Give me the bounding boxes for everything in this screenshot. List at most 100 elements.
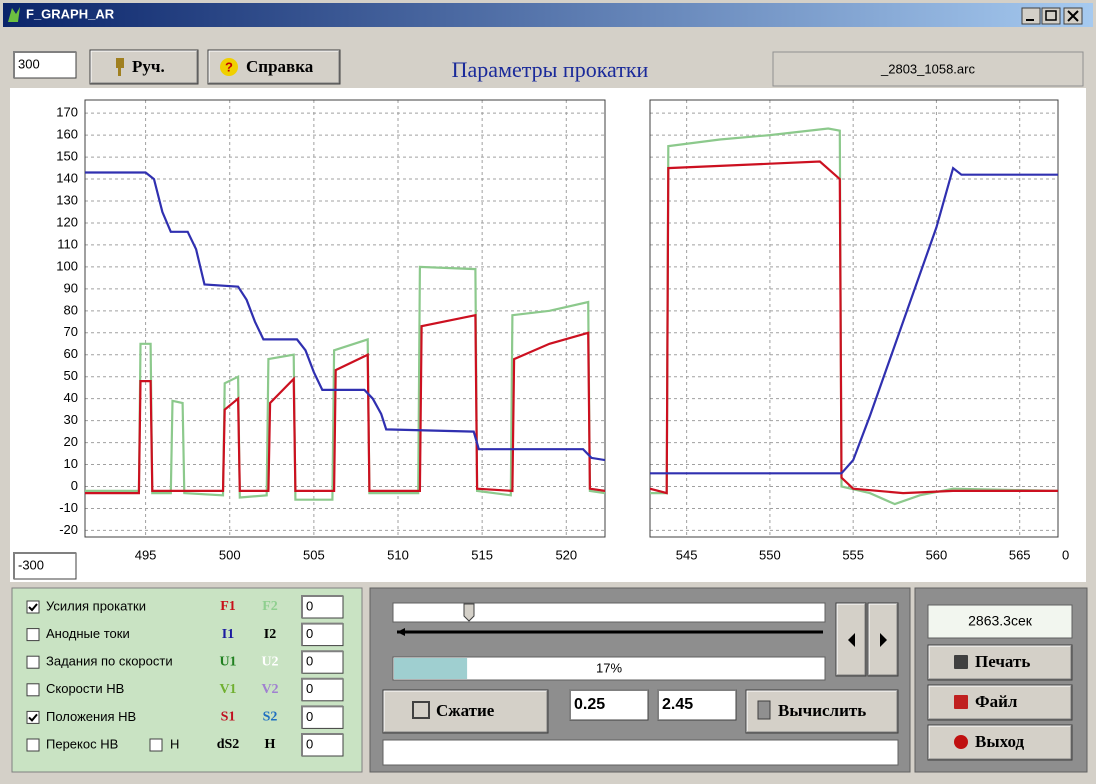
y-tick-label: 70: [64, 324, 78, 339]
data-line: [85, 313, 605, 495]
plot-frame: [84, 99, 606, 538]
data-line: [650, 166, 1058, 475]
x-end-label: 0: [1062, 547, 1069, 562]
help-icon-mark: ?: [225, 59, 233, 74]
channel-tag: F1: [220, 599, 236, 614]
y-tick-label: 130: [56, 192, 78, 207]
slider-track: [392, 602, 826, 623]
x-tick-label: 495: [135, 547, 157, 562]
x-tick-label: 550: [759, 547, 781, 562]
from-input[interactable]: [569, 689, 649, 721]
channel-checkbox[interactable]: [26, 683, 40, 697]
maximize-icon: [1045, 10, 1057, 21]
x-tick-label: 500: [219, 547, 241, 562]
channel-label: Анодные токи: [46, 626, 130, 641]
button-shadow: [209, 51, 340, 84]
channel-tag: V2: [261, 682, 278, 697]
y-tick-label: 80: [64, 302, 78, 317]
arrow-left: [848, 633, 855, 647]
print-button-text: Печать: [975, 652, 1030, 671]
channel-label: Усилия прокатки: [46, 598, 146, 613]
time-box: [927, 604, 1073, 639]
extra-check-label: Н: [170, 736, 179, 751]
slider-thumb[interactable]: [463, 603, 475, 622]
file-button[interactable]: [927, 684, 1073, 721]
y-tick-label: 20: [64, 434, 78, 449]
data-line: [650, 127, 1058, 506]
button-shadow: [384, 691, 548, 733]
button-shadow: [929, 646, 1072, 680]
y-tick-label: 140: [56, 170, 78, 185]
channel-tag: I2: [264, 627, 276, 642]
button-shadow: [837, 604, 866, 676]
compute-button[interactable]: [745, 689, 899, 734]
channel-tag: H: [265, 737, 276, 752]
channel-value-text: 0: [306, 709, 313, 724]
button-bevel: [208, 50, 339, 83]
print-button[interactable]: [927, 644, 1073, 681]
chart-area: [10, 88, 1086, 582]
y-tick-label: 90: [64, 280, 78, 295]
print-button-icon: [954, 655, 968, 669]
button-bevel: [836, 603, 865, 675]
slider-line-end: [397, 628, 405, 636]
min-input-text: -300: [18, 557, 44, 572]
y-tick-label: 10: [64, 456, 78, 471]
x-tick-label: 515: [471, 547, 493, 562]
compress-icon: [412, 701, 430, 719]
channel-label: Задания по скорости: [46, 654, 173, 669]
heading: Параметры прокатки: [452, 57, 649, 82]
calculator-icon: [757, 700, 771, 720]
x-tick-label: 545: [676, 547, 698, 562]
progress-label: 17%: [596, 660, 622, 675]
x-tick-label: 555: [842, 547, 864, 562]
y-tick-label: -10: [59, 500, 78, 515]
compute-button-text: Вычислить: [778, 701, 866, 720]
x-tick-label: 520: [555, 547, 577, 562]
channel-checkbox[interactable]: [26, 628, 40, 642]
button-bevel: [383, 690, 547, 732]
check-mark: [28, 603, 38, 612]
manual-button[interactable]: [89, 49, 199, 85]
box-inset: [301, 705, 343, 729]
channel-value-text: 0: [306, 626, 313, 641]
close-icon: [1067, 10, 1079, 22]
channel-tag: V1: [219, 682, 236, 697]
compress-button[interactable]: [382, 689, 549, 734]
channel-label: Положения НВ: [46, 709, 136, 724]
y-tick-label: 40: [64, 390, 78, 405]
button-bevel: [928, 645, 1071, 679]
channel-checkbox[interactable]: [26, 738, 40, 752]
arrow-right: [880, 633, 887, 647]
to-input[interactable]: [657, 689, 737, 721]
minimize-button[interactable]: [1021, 7, 1041, 25]
window-controls[interactable]: [1021, 7, 1083, 25]
x-tick-label: 560: [926, 547, 948, 562]
box-inset: [13, 51, 76, 78]
channel-tag: I1: [222, 627, 234, 642]
box-inset: [301, 622, 343, 646]
channel-checkbox[interactable]: [26, 710, 40, 724]
button-shadow: [929, 726, 1072, 760]
file-name: _2803_1058.arc: [880, 61, 975, 76]
to-input-text: 2.45: [662, 696, 693, 713]
button-shadow: [869, 604, 898, 676]
progress-track: [392, 656, 826, 681]
channel-value-text: 0: [306, 681, 313, 696]
button-bevel: [90, 50, 197, 83]
file-button-icon: [954, 695, 968, 709]
button-bevel: [868, 603, 897, 675]
title-bar: [3, 3, 1093, 27]
exit-button[interactable]: [927, 724, 1073, 761]
max-input-text: 300: [18, 56, 40, 71]
box-inset: [657, 689, 736, 720]
y-tick-label: 150: [56, 149, 78, 164]
button-shadow: [747, 691, 898, 733]
channel-checkbox[interactable]: [26, 655, 40, 669]
channel-checkbox[interactable]: [26, 600, 40, 614]
y-tick-label: -20: [59, 522, 78, 537]
channel-tag: dS2: [217, 737, 240, 752]
extra-checkbox[interactable]: [149, 738, 163, 752]
x-tick-label: 565: [1009, 547, 1031, 562]
